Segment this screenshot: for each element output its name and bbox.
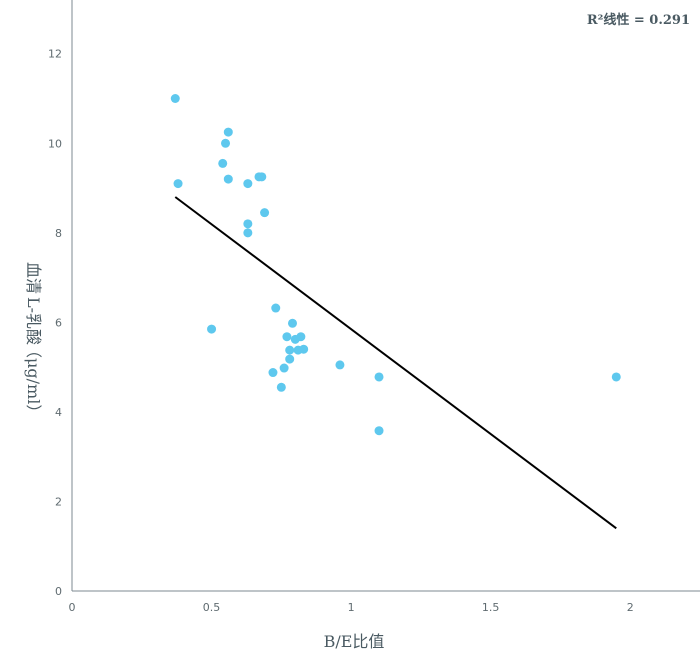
r-squared-annotation: R²线性 = 0.291: [587, 12, 690, 28]
data-point: [268, 368, 278, 378]
data-point: [260, 208, 270, 218]
data-point: [243, 228, 253, 238]
data-point: [287, 318, 297, 328]
y-axis-label-part-2: L-乳酸: [24, 297, 43, 345]
regression-line: [174, 196, 617, 530]
y-tick-label: 6: [55, 316, 62, 329]
y-tick-label: 10: [48, 137, 62, 150]
x-tick-label: 0: [69, 601, 76, 614]
data-point: [374, 426, 384, 436]
y-tick-label: 12: [48, 48, 62, 61]
data-point: [207, 324, 217, 334]
y-tick-label: 4: [55, 406, 62, 419]
x-ticks: 0 0.5 1 1.5 2: [69, 601, 634, 614]
data-point: [173, 179, 183, 189]
data-point: [285, 354, 295, 364]
y-tick-label: 0: [55, 585, 62, 598]
data-point: [218, 158, 228, 168]
data-point: [243, 179, 253, 189]
data-point: [299, 344, 309, 354]
y-tick-label: 2: [55, 495, 62, 508]
data-point: [271, 303, 281, 313]
data-point: [282, 332, 292, 342]
y-axis-label-part-3: （μg/ml）: [24, 342, 43, 420]
data-point: [170, 94, 180, 103]
x-tick-label: 2: [627, 601, 634, 614]
x-tick-label: 1.5: [482, 601, 500, 614]
data-point: [257, 172, 267, 182]
data-point: [221, 138, 231, 148]
y-tick-label: 8: [55, 227, 62, 240]
data-point: [296, 332, 306, 342]
y-axis-label: 血清 L-乳酸 （μg/ml）: [24, 262, 43, 420]
data-point: [223, 174, 233, 184]
x-tick-label: 0.5: [203, 601, 221, 614]
y-axis-label-part-1: 血清: [24, 262, 43, 294]
data-point: [611, 372, 621, 382]
data-points: [170, 94, 621, 436]
data-point: [285, 345, 295, 355]
axes: [71, 0, 700, 592]
data-point: [243, 219, 253, 229]
y-ticks: 0 2 4 6 8 10 12: [48, 48, 62, 598]
data-point: [223, 127, 233, 137]
data-point: [279, 363, 289, 373]
fit-line-group: [174, 196, 617, 530]
data-point: [335, 360, 345, 370]
data-point: [374, 372, 384, 382]
x-tick-label: 1: [348, 601, 355, 614]
x-axis-label: B/E比值: [324, 632, 385, 651]
data-point: [276, 382, 286, 392]
